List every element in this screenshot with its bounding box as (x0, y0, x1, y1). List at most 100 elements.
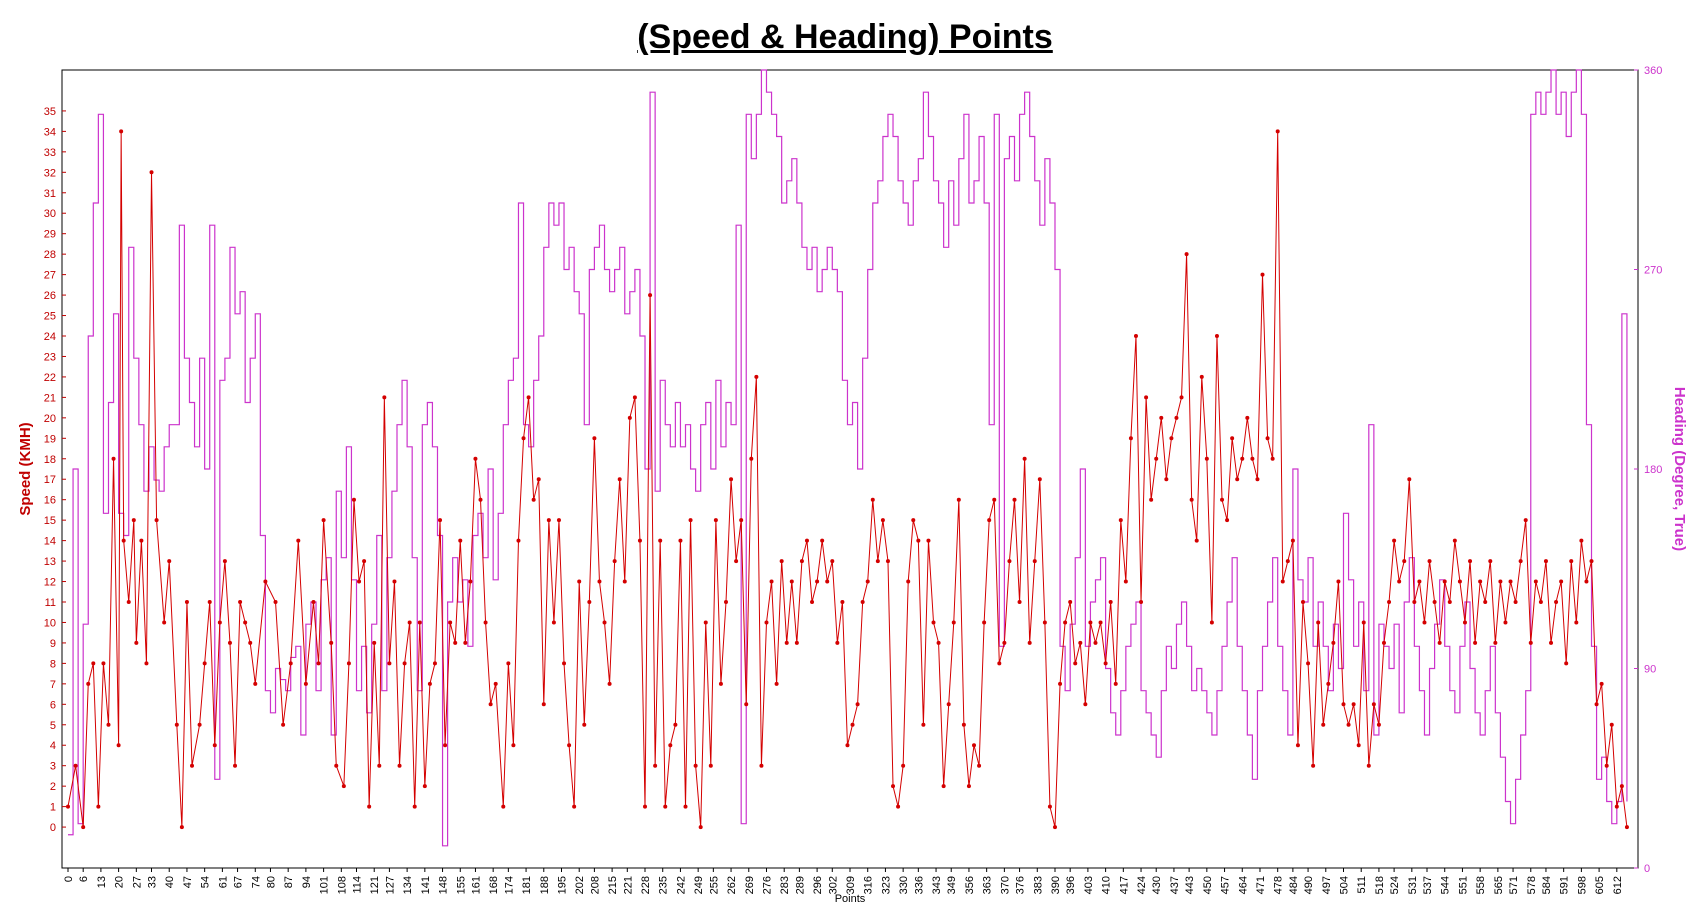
speed-point (1624, 825, 1629, 830)
speed-point (875, 559, 880, 564)
x-tick-label: 276 (761, 876, 773, 894)
speed-point (1594, 702, 1599, 707)
y2-tick-label: 180 (1644, 464, 1662, 476)
y2-tick-label: 0 (1644, 863, 1650, 875)
speed-point (1564, 661, 1569, 666)
speed-point (1301, 600, 1306, 604)
speed-point (1189, 497, 1194, 502)
y-tick-label: 19 (44, 433, 56, 445)
x-tick-label: 363 (982, 876, 994, 894)
speed-point (1133, 334, 1138, 338)
speed-point (764, 620, 769, 625)
x-tick-label: 221 (622, 876, 634, 894)
speed-point (1164, 477, 1169, 482)
speed-point (184, 600, 189, 604)
x-tick-label: 578 (1526, 876, 1538, 894)
speed-point (1397, 579, 1402, 584)
speed-point (453, 640, 458, 645)
x-tick-label: 443 (1184, 876, 1196, 894)
speed-point (617, 477, 622, 482)
speed-point (1604, 763, 1609, 768)
speed-point (1498, 579, 1503, 584)
speed-point (1503, 620, 1508, 625)
speed-point (407, 620, 412, 625)
speed-point (648, 293, 653, 298)
speed-point (1063, 620, 1068, 625)
speed-point (351, 497, 356, 502)
speed-point (1331, 640, 1336, 645)
x-axis-ticks: 0 6 13 20 27 33 40 47 54 61 67 74 80 87 94 101 108 114 121… (63, 868, 1624, 894)
speed-point (303, 681, 308, 686)
speed-point (774, 681, 779, 686)
speed-point (1387, 600, 1392, 604)
speed-point (516, 538, 521, 543)
speed-point (658, 538, 663, 543)
speed-point (179, 825, 184, 830)
x-tick-label: 511 (1356, 876, 1368, 894)
speed-point (1032, 559, 1037, 564)
speed-point (926, 538, 931, 543)
x-tick-label: 289 (794, 876, 806, 894)
speed-point (1351, 702, 1356, 707)
speed-point (744, 702, 749, 707)
y-axis-label: Speed (KMH) (17, 422, 34, 515)
x-tick-label: 370 (999, 876, 1011, 894)
x-tick-label: 94 (301, 876, 313, 888)
speed-point (233, 763, 238, 768)
y-tick-label: 10 (44, 617, 56, 629)
speed-point (321, 518, 326, 523)
speed-point (577, 579, 582, 584)
speed-point (1589, 559, 1594, 564)
x-tick-label: 537 (1422, 876, 1434, 894)
x-tick-label: 524 (1389, 876, 1401, 894)
speed-point (804, 538, 809, 543)
speed-point (1118, 518, 1123, 523)
speed-point (1346, 722, 1351, 727)
speed-point (1128, 436, 1133, 441)
speed-point (754, 374, 759, 379)
x-tick-label: 343 (931, 876, 943, 894)
x-tick-label: 121 (369, 876, 381, 894)
speed-point (1159, 415, 1164, 420)
speed-point (1422, 620, 1427, 625)
speed-point (427, 681, 432, 686)
speed-point (1473, 640, 1478, 645)
x-tick-label: 67 (233, 876, 245, 888)
x-tick-label: 490 (1303, 876, 1315, 894)
speed-point (531, 497, 536, 502)
speed-point (329, 640, 334, 645)
x-tick-label: 478 (1273, 876, 1285, 894)
x-tick-label: 202 (574, 876, 586, 894)
speed-point (243, 620, 248, 625)
speed-point (551, 620, 556, 625)
x-tick-label: 531 (1407, 876, 1419, 894)
speed-point (1538, 600, 1543, 604)
speed-point (139, 538, 144, 543)
speed-point (1073, 661, 1078, 666)
speed-point (1058, 681, 1063, 686)
speed-point (607, 681, 612, 686)
x-tick-label: 155 (455, 876, 467, 894)
speed-point (1037, 477, 1042, 482)
speed-point (511, 743, 516, 748)
speed-point (422, 784, 427, 789)
x-tick-label: 591 (1559, 876, 1571, 894)
speed-point (729, 477, 734, 482)
x-tick-label: 168 (488, 876, 500, 894)
y-tick-label: 29 (44, 229, 56, 241)
speed-point (86, 681, 91, 686)
speed-point (1270, 456, 1275, 461)
speed-point (1225, 518, 1230, 523)
speed-point (119, 129, 124, 134)
speed-point (916, 538, 921, 543)
speed-point (377, 763, 382, 768)
speed-point (982, 620, 987, 625)
speed-point (1579, 538, 1584, 543)
speed-point (723, 600, 728, 604)
x-tick-label: 417 (1118, 876, 1130, 894)
speed-point (488, 702, 493, 707)
speed-point (799, 559, 804, 564)
x-tick-label: 484 (1288, 876, 1300, 894)
speed-point (1255, 477, 1260, 482)
speed-point (1336, 579, 1341, 584)
